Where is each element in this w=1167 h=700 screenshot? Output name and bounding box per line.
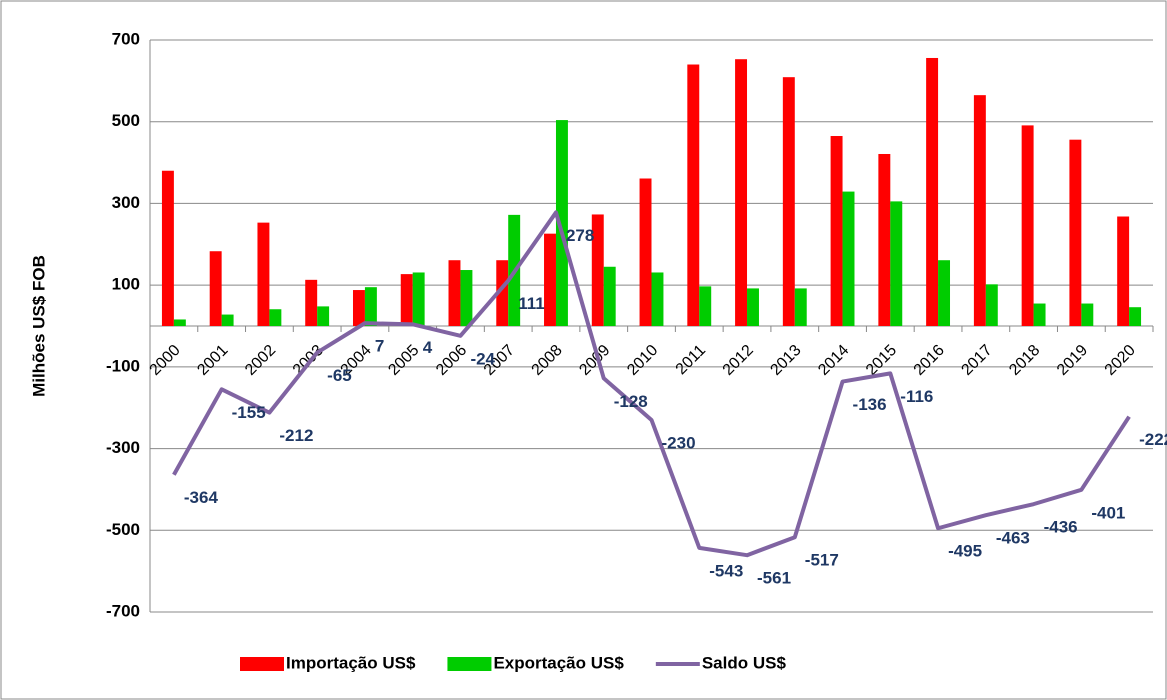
y-axis-label: Milhões US$ FOB: [29, 255, 48, 397]
y-tick-label: -100: [106, 356, 140, 375]
bar: [938, 260, 951, 326]
bar: [305, 279, 318, 326]
data-label: 4: [423, 338, 433, 357]
data-label: -401: [1091, 503, 1125, 522]
bar: [448, 260, 461, 326]
data-label: 111: [518, 294, 545, 313]
bar: [221, 314, 234, 326]
bar: [699, 286, 712, 326]
data-label: -155: [232, 403, 266, 422]
bar: [209, 251, 222, 326]
data-label: -561: [757, 569, 791, 588]
bar: [496, 260, 509, 326]
bar: [735, 59, 748, 327]
y-tick-label: 300: [112, 193, 140, 212]
y-tick-label: 100: [112, 275, 140, 294]
data-label: 7: [375, 337, 384, 356]
data-label: -65: [327, 366, 352, 385]
bar: [173, 319, 186, 326]
bar: [926, 57, 939, 326]
data-label: -222: [1139, 430, 1167, 449]
y-tick-label: -300: [106, 438, 140, 457]
data-label: 278: [566, 226, 594, 245]
bar: [317, 306, 330, 326]
bar: [555, 120, 568, 326]
line-series: [172, 210, 1131, 558]
bar: [1033, 303, 1046, 326]
data-label: -495: [948, 542, 982, 561]
data-label: -436: [1044, 518, 1078, 537]
bar: [985, 284, 998, 326]
bar: [687, 64, 700, 326]
bar: [1021, 125, 1034, 327]
data-label: -128: [614, 392, 648, 411]
legend-label: Saldo US$: [702, 653, 787, 672]
bar: [603, 266, 616, 326]
bar: [639, 178, 652, 326]
data-label: -136: [853, 395, 887, 414]
bar: [460, 270, 473, 326]
bar: [794, 288, 807, 326]
data-label: -543: [709, 561, 743, 580]
bar: [364, 287, 377, 326]
bar: [400, 274, 413, 326]
legend-swatch: [240, 657, 284, 671]
bar: [352, 290, 365, 326]
y-tick-label: -500: [106, 520, 140, 539]
bar: [651, 272, 664, 326]
bar: [544, 233, 556, 326]
y-tick-label: 500: [112, 111, 140, 130]
bar: [973, 95, 986, 327]
legend-label: Importação US$: [286, 653, 416, 672]
bar: [878, 153, 891, 326]
bar: [1081, 303, 1094, 326]
y-tick-label: 700: [112, 29, 140, 48]
bar: [782, 77, 795, 327]
bar: [269, 309, 282, 326]
data-label: -364: [184, 488, 219, 507]
data-label: -463: [996, 529, 1030, 548]
bar: [830, 136, 843, 326]
data-label: -116: [900, 387, 933, 406]
data-label: -212: [279, 426, 313, 445]
bar: [412, 272, 425, 326]
y-tick-label: -700: [106, 601, 140, 620]
bar: [591, 214, 604, 326]
legend-label: Exportação US$: [493, 653, 624, 672]
bar: [747, 288, 759, 326]
bar: [1117, 216, 1130, 326]
bar: [257, 222, 270, 326]
data-label: -230: [662, 433, 696, 452]
legend-swatch: [447, 657, 492, 671]
bar: [842, 191, 855, 326]
data-label: -24: [470, 349, 495, 368]
bar: [1069, 139, 1082, 326]
data-label: -517: [805, 551, 839, 570]
bar: [1129, 307, 1142, 326]
bar: [890, 201, 903, 326]
bar: [161, 170, 174, 326]
